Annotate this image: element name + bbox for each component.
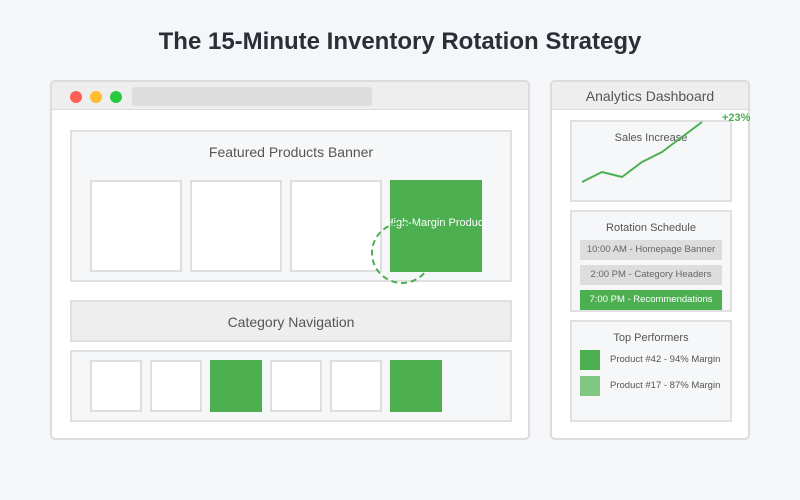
product-card — [90, 180, 182, 272]
high-margin-product-label: High-Margin Product — [385, 217, 487, 229]
url-bar — [132, 87, 372, 106]
category-tile — [90, 360, 142, 412]
analytics-header: Analytics Dashboard — [552, 82, 748, 110]
minimize-dot-icon — [90, 91, 102, 103]
browser-window: Featured Products Banner High-Margin Pro… — [50, 80, 530, 440]
category-tile-highlighted — [390, 360, 442, 412]
category-navigation: Category Navigation — [70, 300, 512, 342]
performer-item: Product #17 - 87% Margin — [580, 376, 740, 396]
category-tile — [330, 360, 382, 412]
featured-products-banner: Featured Products Banner High-Margin Pro… — [70, 130, 512, 284]
schedule-item-active: 7:00 PM - Recommendations — [580, 290, 722, 310]
product-card — [190, 180, 282, 272]
performer-item: Product #42 - 94% Margin — [580, 350, 740, 370]
performer-swatch-icon — [580, 350, 600, 370]
top-performers-card: Top Performers Product #42 - 94% Margin … — [570, 320, 732, 422]
sales-trend-line-icon — [581, 121, 703, 183]
rotation-schedule-title: Rotation Schedule — [606, 222, 696, 234]
top-performers-title: Top Performers — [613, 332, 689, 344]
schedule-item: 2:00 PM - Category Headers — [580, 265, 722, 285]
performer-swatch-icon — [580, 376, 600, 396]
high-margin-product-card: High-Margin Product — [386, 180, 486, 272]
sales-increase-card: Sales Increase +23% — [570, 112, 750, 202]
category-tiles-row — [70, 350, 512, 422]
performer-label: Product #42 - 94% Margin — [610, 354, 721, 365]
banner-label: Featured Products Banner — [208, 144, 374, 160]
rotation-schedule-card: Rotation Schedule 10:00 AM - Homepage Ba… — [570, 210, 732, 312]
maximize-dot-icon — [110, 91, 122, 103]
category-tile-highlighted — [210, 360, 262, 412]
performer-label: Product #17 - 87% Margin — [610, 380, 721, 391]
category-tile — [150, 360, 202, 412]
category-tile — [270, 360, 322, 412]
sales-increase-title: Sales Increase — [614, 132, 688, 144]
analytics-dashboard: Analytics Dashboard Sales Increase +23% … — [550, 80, 750, 440]
product-card — [290, 180, 382, 272]
schedule-item: 10:00 AM - Homepage Banner — [580, 240, 722, 260]
browser-title-bar — [52, 82, 528, 110]
close-dot-icon — [70, 91, 82, 103]
category-navigation-label: Category Navigation — [227, 314, 355, 330]
page-title: The 15-Minute Inventory Rotation Strateg… — [158, 28, 642, 55]
sales-increase-badge: +23% — [722, 112, 751, 124]
